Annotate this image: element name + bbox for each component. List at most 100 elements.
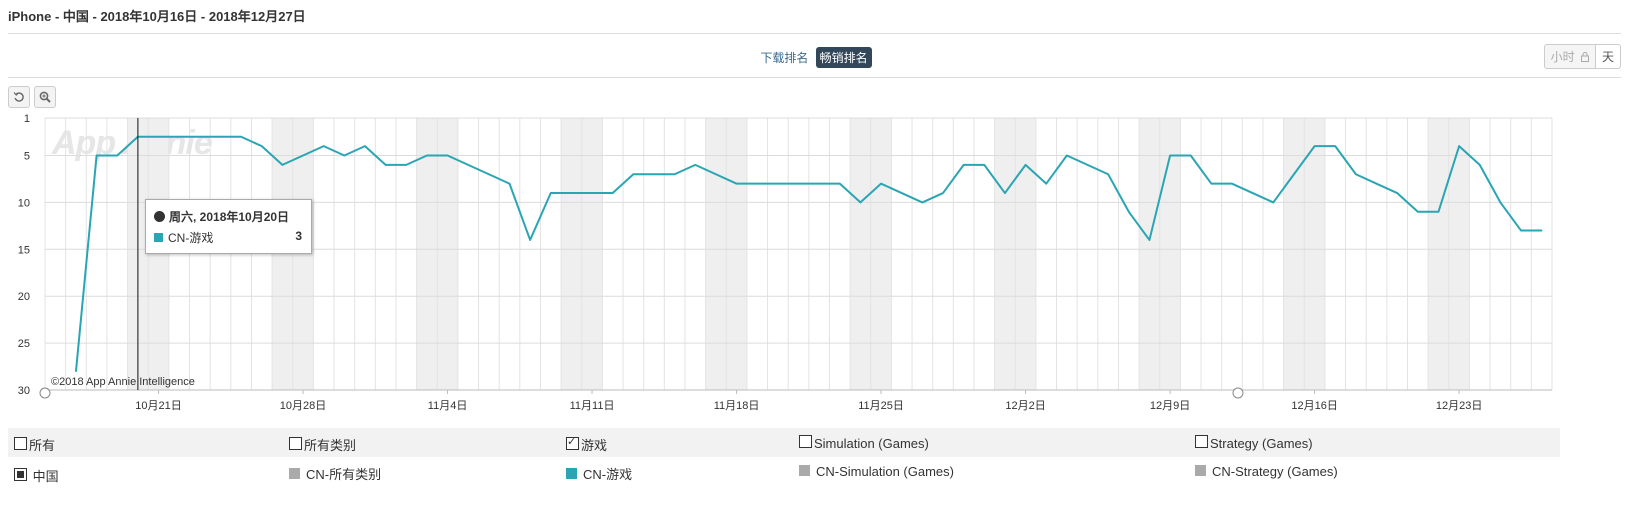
series-swatch [289, 468, 300, 479]
x-tick-label: 11月18日 [714, 400, 760, 412]
data-point [1396, 192, 1398, 194]
series-label: CN-Simulation (Games) [816, 464, 954, 479]
data-point [1293, 173, 1295, 176]
data-point [240, 135, 242, 138]
y-tick-label: 1 [24, 113, 30, 125]
granularity-toggle: 小时 天 [1543, 44, 1621, 69]
data-point [880, 182, 882, 185]
checkbox[interactable] [799, 435, 812, 448]
y-tick-label: 10 [18, 197, 30, 209]
x-tick-label: 12月23日 [1436, 400, 1482, 412]
checkbox[interactable] [566, 435, 579, 450]
data-point [838, 182, 841, 185]
data-point [529, 239, 531, 241]
hour-label: 小时 [1550, 50, 1575, 64]
x-tick-label: 10月21日 [135, 400, 181, 412]
series-item[interactable]: CN-所有类别 [289, 464, 381, 483]
horizontal-gridlines [45, 117, 1552, 391]
x-tick-label: 11月11日 [570, 400, 615, 412]
range-start-handle [39, 387, 51, 399]
series-legend: 中国 CN-所有类别 CN-游戏 CN-Simulation (Games) C… [8, 459, 1560, 488]
rank-type-toggle: 下载排名 畅销排名 [0, 47, 1628, 68]
download-rank-toggle[interactable]: 下载排名 [760, 51, 809, 65]
series-line [74, 135, 1542, 372]
data-point [1437, 210, 1440, 213]
series-swatch [154, 233, 163, 242]
data-point [1128, 210, 1130, 213]
series-item[interactable]: CN-游戏 [566, 464, 632, 483]
data-point [1024, 164, 1027, 166]
checkbox[interactable] [289, 437, 302, 450]
globe-icon [154, 211, 165, 222]
data-point [983, 164, 986, 166]
checkbox[interactable] [14, 468, 27, 481]
grossing-rank-toggle[interactable]: 畅销排名 [815, 47, 872, 68]
data-point [735, 182, 738, 185]
data-point [549, 192, 552, 194]
data-point [694, 164, 697, 166]
toolbar-divider [8, 77, 1621, 78]
x-tick-label: 11月4日 [428, 400, 468, 412]
copyright-text: ©2018 App Annie Intelligence [51, 376, 195, 388]
x-tick-label: 10月28日 [280, 400, 326, 412]
data-point [75, 370, 77, 373]
data-point [364, 145, 366, 147]
data-point [178, 135, 180, 138]
data-point [1375, 182, 1378, 185]
data-point [921, 201, 924, 204]
series-item[interactable]: CN-Strategy (Games) [1195, 464, 1338, 479]
series-swatch [1195, 465, 1206, 476]
data-point [1169, 154, 1171, 157]
data-point [962, 164, 965, 166]
category-item[interactable]: 所有 [14, 435, 55, 454]
weekend-shading [127, 118, 1470, 390]
data-point [384, 164, 387, 166]
data-point [818, 182, 820, 185]
category-item[interactable]: Strategy (Games) [1195, 435, 1313, 451]
y-tick-label: 30 [18, 385, 30, 397]
y-tick-label: 15 [18, 244, 30, 256]
hour-granularity-button[interactable]: 小时 [1543, 44, 1596, 69]
data-point [157, 135, 160, 138]
data-point [570, 192, 573, 194]
series-item[interactable]: CN-Simulation (Games) [799, 464, 954, 479]
data-point [405, 164, 408, 166]
data-point [446, 154, 449, 157]
category-label: 所有类别 [304, 438, 357, 453]
range-handle [1232, 387, 1244, 399]
range-markers [39, 387, 1244, 399]
category-item[interactable]: 游戏 [566, 435, 607, 454]
data-point [942, 192, 944, 194]
data-point [260, 145, 263, 147]
data-point [302, 154, 304, 157]
data-point [1355, 173, 1357, 176]
x-tick-label: 12月9日 [1150, 400, 1190, 412]
checkbox[interactable] [1195, 435, 1208, 448]
category-item[interactable]: 所有类别 [289, 435, 356, 454]
data-point [1417, 210, 1419, 213]
reset-button[interactable] [8, 86, 30, 108]
data-point [343, 154, 346, 157]
country-item[interactable]: 中国 [14, 466, 59, 485]
zoom-button[interactable] [34, 86, 56, 108]
category-item[interactable]: Simulation (Games) [799, 435, 929, 451]
x-axis: 10月21日 10月28日 11月4日 11月11日 11月18日 11月25日 12月2日… [45, 389, 1552, 412]
data-point [508, 182, 511, 185]
data-point [1499, 201, 1502, 204]
x-tick-label: 11月25日 [858, 400, 904, 412]
data-point [219, 135, 222, 138]
data-point [1189, 154, 1192, 157]
checkbox[interactable] [14, 437, 27, 450]
data-point [322, 145, 325, 147]
y-tick-label: 5 [24, 151, 30, 163]
data-point [1334, 145, 1337, 147]
data-point [777, 182, 779, 185]
data-point [632, 173, 635, 176]
data-point [673, 173, 676, 176]
series-swatch [799, 465, 810, 476]
data-point [1540, 229, 1543, 232]
data-point [1148, 239, 1151, 241]
reset-icon [13, 92, 24, 102]
day-granularity-button[interactable]: 天 [1595, 44, 1621, 69]
category-label: 游戏 [581, 438, 608, 453]
